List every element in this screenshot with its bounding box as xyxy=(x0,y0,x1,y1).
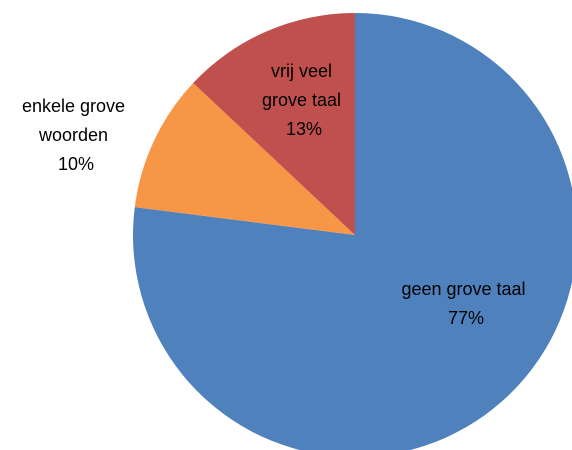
pie-slice-1 xyxy=(134,83,355,235)
pie-slices xyxy=(133,12,572,450)
slice-label-geen-grove-taal-percent: 77% xyxy=(448,308,484,328)
pie-labels: geen grove taal 77% enkele grove woorden… xyxy=(22,61,530,328)
pie-slice-2 xyxy=(193,12,355,235)
slice-label-vrij-veel-grove-taal-line-2: grove taal xyxy=(262,90,341,110)
slice-label-enkele-grove-woorden-line-2: woorden xyxy=(38,125,108,145)
slice-label-vrij-veel-grove-taal-percent: 13% xyxy=(286,119,322,139)
slice-label-geen-grove-taal-line-1: geen grove taal xyxy=(401,279,525,299)
slice-label-enkele-grove-woorden: enkele grove woorden 10% xyxy=(22,96,130,174)
slice-label-vrij-veel-grove-taal: vrij veel grove taal 13% xyxy=(262,61,346,139)
slice-label-vrij-veel-grove-taal-line-1: vrij veel xyxy=(271,61,332,81)
pie-slice-0 xyxy=(133,13,572,450)
slice-label-enkele-grove-woorden-line-1: enkele grove xyxy=(22,96,125,116)
slice-label-enkele-grove-woorden-percent: 10% xyxy=(58,154,94,174)
slice-label-geen-grove-taal: geen grove taal 77% xyxy=(401,279,530,328)
